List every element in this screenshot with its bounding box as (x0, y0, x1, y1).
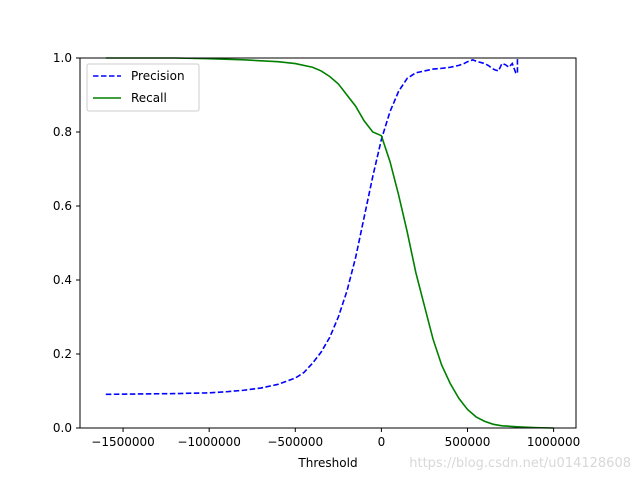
y-tick-label: 0.8 (53, 125, 72, 139)
legend-label-recall: Recall (131, 91, 167, 105)
legend-box (86, 63, 200, 112)
legend-label-precision: Precision (131, 69, 185, 83)
y-tick-label: 0.6 (53, 199, 72, 213)
x-tick-label: 0 (378, 435, 386, 449)
y-axis: 0.0 0.2 0.4 0.6 0.8 1.0 (53, 51, 80, 435)
series-line-recall (105, 57, 554, 429)
x-axis: −1500000 −1000000 −500000 0 500000 1000000 (91, 428, 580, 449)
series-layer (105, 57, 554, 429)
series-line-precision (105, 58, 519, 396)
y-tick-label: 1.0 (53, 51, 72, 65)
x-tick-label: −500000 (267, 435, 323, 449)
x-tick-label: −1500000 (91, 435, 155, 449)
x-tick-label: 1000000 (527, 435, 580, 449)
x-axis-label: Threshold (297, 456, 357, 470)
plot-frame (79, 57, 577, 429)
watermark: https://blog.csdn.net/u014128608 (409, 456, 631, 471)
x-tick-label: −1000000 (177, 435, 241, 449)
y-tick-label: 0.2 (53, 347, 72, 361)
x-tick-label: 500000 (445, 435, 491, 449)
y-tick-label: 0.0 (53, 421, 72, 435)
y-tick-label: 0.4 (53, 273, 72, 287)
legend: Precision Recall (86, 63, 200, 112)
